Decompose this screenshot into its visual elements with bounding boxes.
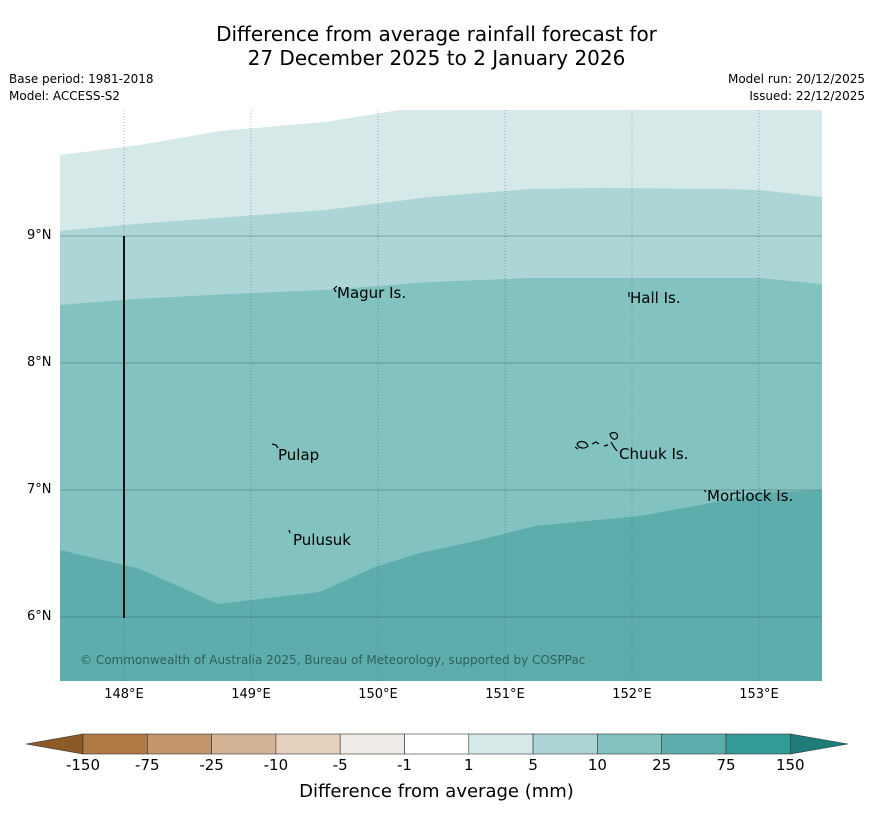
lat-label-9n: 9°N bbox=[27, 228, 52, 243]
place-label-mortlock: Mortlock Is. bbox=[707, 487, 794, 505]
colorbar-extend-min bbox=[25, 733, 84, 755]
colorbar-tick-label: -25 bbox=[199, 756, 224, 774]
lon-label-153e: 153°E bbox=[739, 687, 779, 702]
island-mortlock bbox=[703, 489, 707, 493]
colorbar-tick-label: 10 bbox=[587, 756, 607, 774]
colorbar-tick-label: 5 bbox=[528, 756, 538, 774]
lon-label-149e: 149°E bbox=[231, 687, 271, 702]
colorbar-swatch bbox=[661, 733, 727, 755]
map-title-line2: 27 December 2025 to 2 January 2026 bbox=[247, 46, 626, 70]
region-25-to-75 bbox=[60, 490, 822, 681]
place-label-pulusuk: Pulusuk bbox=[293, 531, 351, 549]
lat-label-8n: 8°N bbox=[27, 355, 52, 370]
colorbar-tick-label: 25 bbox=[652, 756, 672, 774]
colorbar-tick-label: 1 bbox=[464, 756, 474, 774]
colorbar-swatch bbox=[597, 733, 663, 755]
colorbar-swatch bbox=[211, 733, 277, 755]
map-title-line1: Difference from average rainfall forecas… bbox=[216, 22, 657, 46]
meta-left: Base period: 1981-2018 Model: ACCESS-S2 bbox=[9, 71, 154, 105]
place-label-magur: Magur Is. bbox=[337, 284, 407, 302]
colorbar-tick-label: -150 bbox=[65, 756, 101, 774]
meta-right: Model run: 20/12/2025 Issued: 22/12/2025 bbox=[728, 71, 865, 105]
lat-label-7n: 7°N bbox=[27, 482, 52, 497]
colorbar-swatch bbox=[147, 733, 212, 755]
lat-label-6n: 6°N bbox=[27, 609, 52, 624]
colorbar-swatch bbox=[339, 733, 405, 755]
island-magur bbox=[333, 285, 338, 293]
colorbar-tick-label: -5 bbox=[332, 756, 348, 774]
place-label-pulap: Pulap bbox=[278, 446, 320, 464]
colorbar-tick-label: 75 bbox=[716, 756, 736, 774]
colorbar-swatch bbox=[468, 733, 534, 755]
place-label-chuuk: Chuuk Is. bbox=[619, 445, 689, 463]
lon-label-151e: 151°E bbox=[485, 687, 525, 702]
colorbar-title: Difference from average (mm) bbox=[299, 781, 574, 802]
island-pulusuk bbox=[288, 529, 291, 534]
issued-text: Issued: 22/12/2025 bbox=[749, 89, 865, 103]
colorbar-extend-max bbox=[789, 733, 849, 755]
colorbar-tick-label: -75 bbox=[135, 756, 160, 774]
colorbar-tick-label: -10 bbox=[263, 756, 289, 774]
island-outlines bbox=[271, 285, 707, 534]
colorbar-swatch bbox=[725, 733, 791, 755]
colorbar-tick-label: 150 bbox=[775, 756, 805, 774]
model-run-text: Model run: 20/12/2025 bbox=[727, 72, 865, 86]
colorbar-swatch bbox=[404, 733, 470, 755]
island-pulap bbox=[271, 443, 279, 449]
copyright-text: © Commonwealth of Australia 2025, Bureau… bbox=[80, 653, 586, 667]
lon-label-152e: 152°E bbox=[612, 687, 652, 702]
colorbar-swatch bbox=[532, 733, 598, 755]
base-period-text: Base period: 1981-2018 bbox=[9, 72, 154, 86]
lon-label-148e: 148°E bbox=[104, 687, 144, 702]
island-chuuk bbox=[574, 432, 619, 452]
map-title: Difference from average rainfall forecas… bbox=[0, 22, 873, 70]
place-label-hall: Hall Is. bbox=[630, 289, 681, 307]
colorbar-tick-label: -1 bbox=[397, 756, 412, 774]
lon-label-150e: 150°E bbox=[358, 687, 398, 702]
model-text: Model: ACCESS-S2 bbox=[9, 89, 121, 103]
colorbar-swatch bbox=[275, 733, 341, 755]
colorbar-swatch bbox=[82, 733, 148, 755]
colorbar bbox=[25, 733, 849, 755]
